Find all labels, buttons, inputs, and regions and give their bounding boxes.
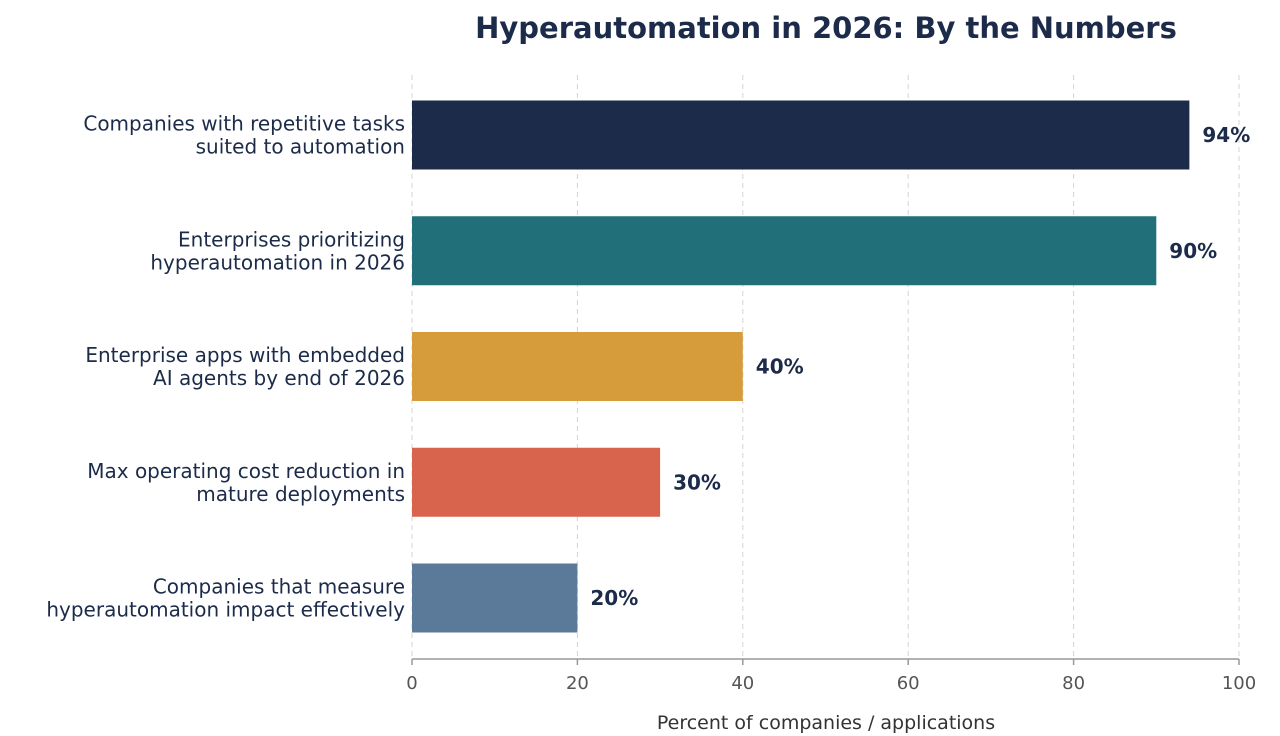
x-axis-title: Percent of companies / applications <box>657 712 995 734</box>
x-tick-label: 100 <box>1222 673 1256 694</box>
chart-title: Hyperautomation in 2026: By the Numbers <box>475 11 1177 45</box>
category-label: suited to automation <box>196 135 405 159</box>
x-tick-label: 60 <box>897 673 920 694</box>
bar-value-label: 40% <box>756 355 804 379</box>
x-axis: 0 20 40 60 80 100 <box>406 658 1256 694</box>
category-label: Enterprises prioritizing <box>178 227 405 251</box>
bar <box>412 447 661 517</box>
bar <box>412 332 743 401</box>
category-label: Enterprise apps with embedded <box>85 343 405 367</box>
category-label: Max operating cost reduction in <box>87 459 405 483</box>
category-label: mature deployments <box>196 482 405 506</box>
x-tick-label: 0 <box>406 673 417 694</box>
bar-value-label: 20% <box>590 586 638 610</box>
category-label: hyperautomation in 2026 <box>150 250 405 274</box>
bar-value-label: 90% <box>1169 239 1217 263</box>
category-label: Companies that measure <box>153 575 405 599</box>
bar <box>412 216 1157 286</box>
category-label: hyperautomation impact effectively <box>46 598 405 622</box>
bar-value-label: 30% <box>673 470 721 494</box>
bar <box>412 100 1190 170</box>
x-tick-label: 80 <box>1062 673 1085 694</box>
x-tick-label: 20 <box>566 673 589 694</box>
bar <box>412 563 578 633</box>
category-label: Companies with repetitive tasks <box>83 112 405 136</box>
bars: 94% Companies with repetitive taskssuited… <box>46 100 1250 633</box>
bar-value-label: 94% <box>1202 123 1250 147</box>
category-label: AI agents by end of 2026 <box>153 366 405 390</box>
x-tick-label: 40 <box>731 673 754 694</box>
